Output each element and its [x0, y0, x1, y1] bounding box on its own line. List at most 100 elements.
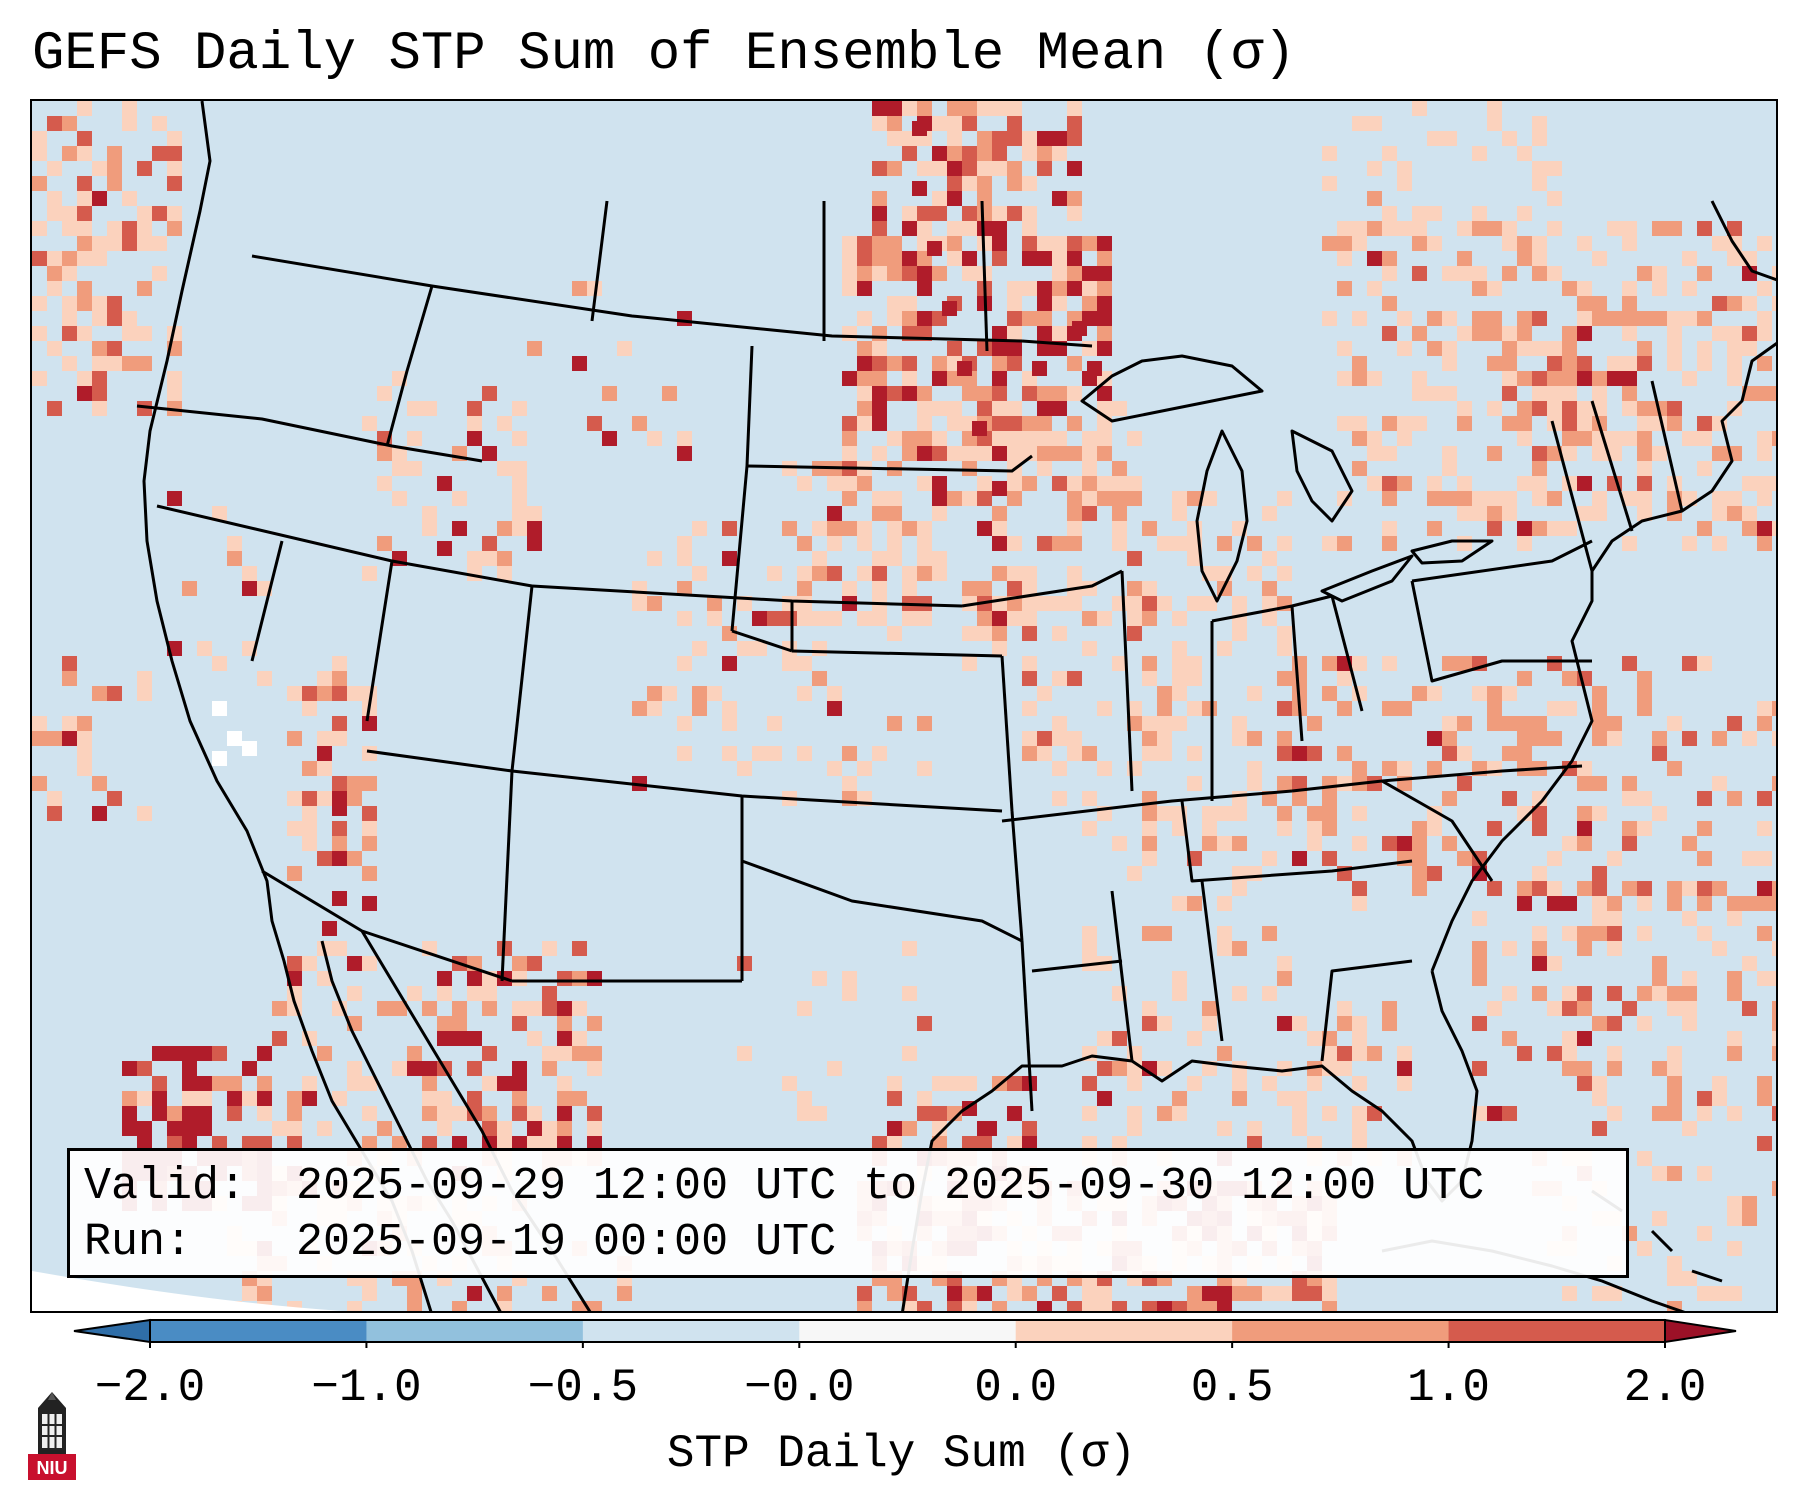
stp-cell: [677, 716, 692, 731]
stp-cell: [1352, 1076, 1367, 1091]
stp-cell: [1052, 281, 1067, 296]
stp-cell: [677, 746, 692, 761]
state-border: [1381, 779, 1494, 882]
stp-cell: [197, 1076, 212, 1091]
stp-cell: [992, 626, 1007, 641]
stp-cell: [827, 1061, 842, 1076]
stp-cell: [1037, 236, 1052, 251]
stp-cell: [1637, 896, 1652, 911]
stp-cell: [1757, 236, 1772, 251]
stp-cell: [842, 431, 857, 446]
stp-cell: [152, 236, 167, 251]
stp-cell: [322, 921, 337, 936]
stp-cell: [1502, 716, 1517, 731]
stp-cell: [1067, 101, 1082, 116]
stp-cell: [1727, 491, 1742, 506]
stp-cell: [917, 446, 932, 461]
state-border: [510, 585, 534, 772]
stp-cell: [1307, 1286, 1322, 1301]
stp-cell: [1607, 851, 1622, 866]
state-border: [136, 404, 483, 463]
stp-cell: [1187, 656, 1202, 671]
stp-cell: [752, 746, 767, 761]
stp-cell: [542, 1286, 557, 1301]
stp-cell: [632, 596, 647, 611]
stp-cell: [137, 1061, 152, 1076]
stp-cell: [722, 626, 737, 641]
stp-cell: [1382, 266, 1397, 281]
stp-cell: [92, 686, 107, 701]
stp-cell: [1637, 476, 1652, 491]
stp-cell: [1697, 416, 1712, 431]
stp-cell: [1637, 401, 1652, 416]
stp-cell: [872, 371, 887, 386]
stp-cell: [1187, 491, 1202, 506]
stp-cell: [227, 1106, 242, 1121]
stp-cell: [137, 236, 152, 251]
stp-cell: [842, 416, 857, 431]
stp-cell: [1652, 1166, 1667, 1181]
stp-cell: [1727, 326, 1742, 341]
stp-cell: [512, 521, 527, 536]
stp-cell: [467, 416, 482, 431]
stp-cell: [647, 686, 662, 701]
state-border: [500, 770, 514, 982]
stp-cell: [1097, 1091, 1112, 1106]
stp-cell: [857, 521, 872, 536]
state-border: [1411, 539, 1593, 583]
valid-row: Valid: 2025-09-29 12:00 UTC to 2025-09-30…: [84, 1159, 1612, 1215]
stp-cell: [797, 581, 812, 596]
stp-cell: [947, 131, 962, 146]
state-border: [1180, 800, 1413, 883]
stp-cell: [107, 176, 122, 191]
stp-cell: [1127, 611, 1142, 626]
stp-cell: [182, 581, 197, 596]
stp-cell: [1097, 341, 1112, 356]
state-border: [745, 345, 754, 467]
stp-cell: [1352, 236, 1367, 251]
stp-cell: [1112, 836, 1127, 851]
stp-cell: [1517, 476, 1532, 491]
stp-cell: [1082, 1286, 1097, 1301]
stp-cell: [1172, 1301, 1187, 1311]
stp-cell: [167, 206, 182, 221]
stp-cell: [1262, 611, 1277, 626]
stp-cell: [452, 1136, 467, 1151]
stp-cell: [1682, 971, 1697, 986]
stp-cell: [1772, 896, 1776, 911]
stp-cell: [92, 401, 107, 416]
stp-cell: [1472, 911, 1487, 926]
stp-cell: [1427, 821, 1442, 836]
stp-cell: [1502, 746, 1517, 761]
stp-cell: [887, 1091, 902, 1106]
stp-cell: [1322, 1106, 1337, 1121]
stp-cell: [1697, 896, 1712, 911]
stp-cell: [1442, 656, 1457, 671]
stp-cell: [182, 1136, 197, 1151]
stp-cell: [902, 311, 917, 326]
stp-cell: [902, 101, 917, 116]
stp-cell: [1052, 401, 1067, 416]
stp-cell: [62, 266, 77, 281]
stp-cell: [1547, 386, 1562, 401]
stp-cell: [927, 241, 942, 256]
stp-cell: [1637, 821, 1652, 836]
stp-cell: [1547, 881, 1562, 896]
stp-cell: [47, 251, 62, 266]
stp-cell: [1397, 431, 1412, 446]
stp-cell: [47, 116, 62, 131]
stp-cell: [1277, 641, 1292, 656]
stp-cell: [1337, 701, 1352, 716]
stp-cell: [1592, 896, 1607, 911]
stp-cell: [1067, 281, 1082, 296]
stp-cell: [1532, 461, 1547, 476]
stp-cell: [1517, 746, 1532, 761]
stp-cell: [1682, 536, 1697, 551]
stp-cell: [242, 1136, 257, 1151]
state-border: [261, 869, 513, 983]
stp-cell: [1577, 326, 1592, 341]
stp-cell: [1052, 731, 1067, 746]
stp-cell: [1412, 881, 1427, 896]
stp-cell: [1562, 761, 1577, 776]
stp-cell: [992, 481, 1007, 496]
